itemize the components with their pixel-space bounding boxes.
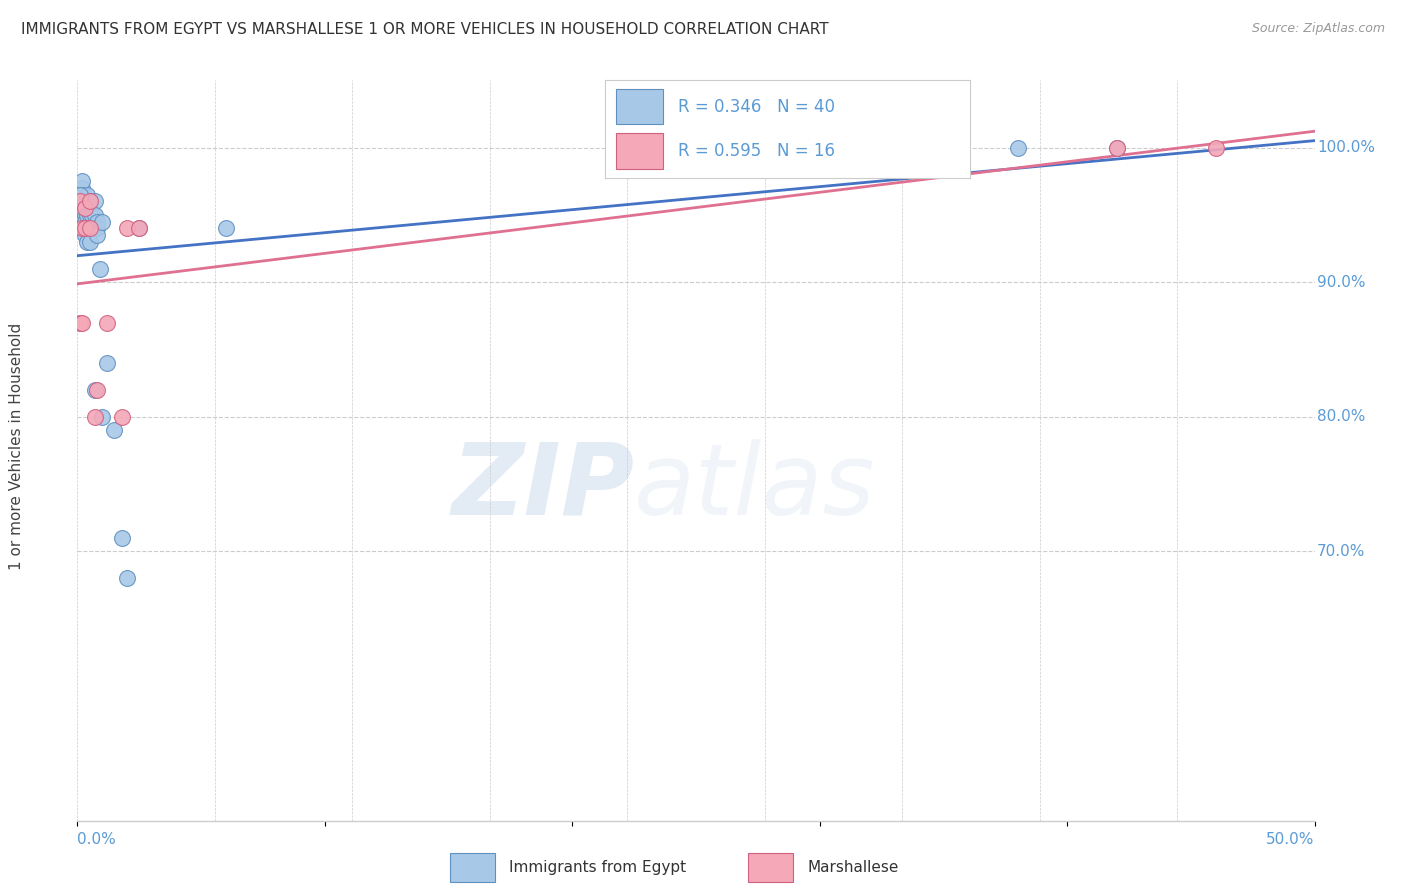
FancyBboxPatch shape xyxy=(748,854,793,881)
Point xyxy=(69,187,91,202)
Point xyxy=(111,531,134,545)
Point xyxy=(96,316,118,330)
Point xyxy=(79,221,101,235)
Point xyxy=(115,571,138,585)
Point xyxy=(82,221,104,235)
FancyBboxPatch shape xyxy=(616,133,664,169)
Point xyxy=(83,409,105,424)
Point xyxy=(72,201,94,215)
Point xyxy=(76,221,98,235)
Text: 90.0%: 90.0% xyxy=(1317,275,1365,290)
Point xyxy=(1007,140,1029,154)
Point xyxy=(96,356,118,370)
Point xyxy=(69,208,91,222)
Point xyxy=(79,194,101,209)
Point xyxy=(1105,140,1128,154)
Point xyxy=(73,221,96,235)
Text: Source: ZipAtlas.com: Source: ZipAtlas.com xyxy=(1251,22,1385,36)
Text: IMMIGRANTS FROM EGYPT VS MARSHALLESE 1 OR MORE VEHICLES IN HOUSEHOLD CORRELATION: IMMIGRANTS FROM EGYPT VS MARSHALLESE 1 O… xyxy=(21,22,828,37)
Text: 1 or more Vehicles in Household: 1 or more Vehicles in Household xyxy=(10,322,24,570)
Point xyxy=(79,208,101,222)
Text: 0.0%: 0.0% xyxy=(77,831,117,847)
Point xyxy=(72,316,94,330)
Point xyxy=(72,174,94,188)
Point xyxy=(73,194,96,209)
Text: 100.0%: 100.0% xyxy=(1317,140,1375,155)
FancyBboxPatch shape xyxy=(450,854,495,881)
Point xyxy=(76,208,98,222)
Point xyxy=(73,221,96,235)
Point xyxy=(69,316,91,330)
Point xyxy=(83,208,105,222)
Point xyxy=(79,235,101,249)
Point xyxy=(83,383,105,397)
Point xyxy=(115,221,138,235)
Point xyxy=(73,208,96,222)
Point xyxy=(89,261,111,276)
Point xyxy=(215,221,238,235)
Point xyxy=(72,187,94,202)
Point xyxy=(1105,140,1128,154)
Point xyxy=(69,194,91,209)
Point xyxy=(86,228,108,243)
Text: atlas: atlas xyxy=(634,439,876,536)
Point xyxy=(82,208,104,222)
Point xyxy=(83,194,105,209)
Text: 70.0%: 70.0% xyxy=(1317,544,1365,559)
Point xyxy=(72,221,94,235)
Point xyxy=(86,383,108,397)
Point xyxy=(73,201,96,215)
Point xyxy=(128,221,150,235)
Point xyxy=(76,187,98,202)
Point xyxy=(103,423,125,437)
Point xyxy=(69,194,91,209)
Text: R = 0.346   N = 40: R = 0.346 N = 40 xyxy=(678,98,835,116)
Point xyxy=(76,235,98,249)
Point xyxy=(69,214,91,228)
Text: 80.0%: 80.0% xyxy=(1317,409,1365,425)
Point xyxy=(91,214,114,228)
Point xyxy=(72,181,94,195)
Text: 50.0%: 50.0% xyxy=(1267,831,1315,847)
Point xyxy=(1205,140,1227,154)
Point xyxy=(79,221,101,235)
Point xyxy=(86,221,108,235)
FancyBboxPatch shape xyxy=(616,89,664,124)
Point xyxy=(73,228,96,243)
Point xyxy=(111,409,134,424)
Point xyxy=(128,221,150,235)
Text: Marshallese: Marshallese xyxy=(807,860,898,875)
Point xyxy=(79,194,101,209)
Text: R = 0.595   N = 16: R = 0.595 N = 16 xyxy=(678,142,835,160)
Text: ZIP: ZIP xyxy=(451,439,634,536)
Text: Immigrants from Egypt: Immigrants from Egypt xyxy=(509,860,686,875)
Point xyxy=(86,214,108,228)
Point xyxy=(91,409,114,424)
Point xyxy=(73,214,96,228)
